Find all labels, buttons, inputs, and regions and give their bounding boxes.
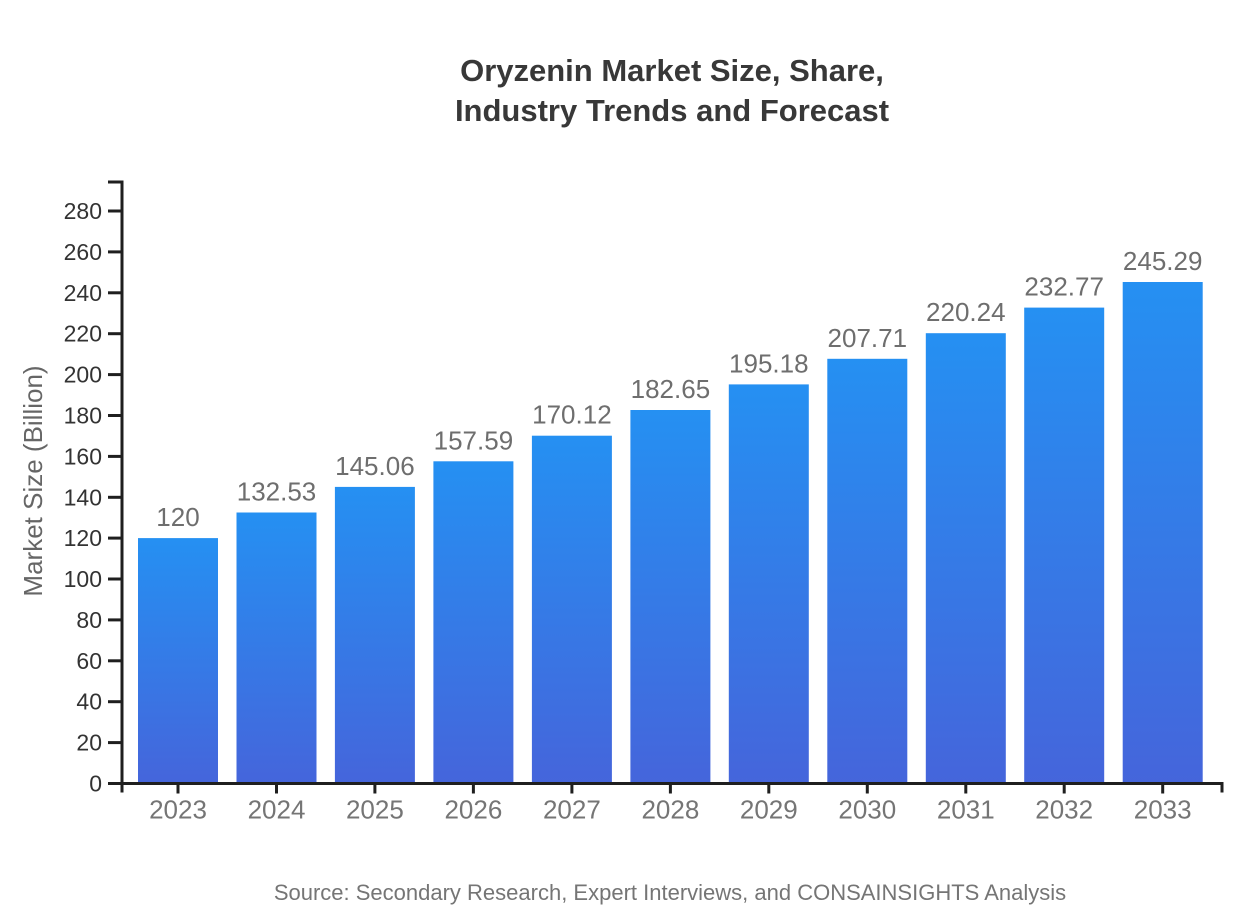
y-tick-label: 60 <box>76 648 102 674</box>
bar-value-label: 245.29 <box>1123 246 1203 276</box>
y-tick-label: 100 <box>64 566 102 592</box>
x-ticks-group: 2023 2024 2025 2026 2027 2028 2029 2030 2031 2032… <box>149 783 1192 825</box>
chart-title-line2: Industry Trends and Forecast <box>455 93 889 128</box>
bar-2031 <box>925 333 1006 784</box>
y-tick-label: 180 <box>64 403 102 429</box>
x-tick-label: 2028 <box>641 795 699 825</box>
y-tick-label: 20 <box>76 730 102 756</box>
y-tick-label: 40 <box>76 689 102 715</box>
y-tick-label: 260 <box>64 239 102 265</box>
bar-2028 <box>630 410 711 784</box>
y-axis-line <box>108 180 124 784</box>
x-tick-label: 2031 <box>937 795 995 825</box>
bar-value-label: 157.59 <box>434 425 514 455</box>
bar-2032 <box>1024 307 1105 784</box>
value-labels-group: 120 132.53 145.06 157.59 170.12 182.65 195.18 2… <box>156 246 1202 532</box>
bar-value-label: 120 <box>156 502 199 532</box>
y-tick-label: 240 <box>64 280 102 306</box>
bar-2024 <box>236 512 317 784</box>
bar-value-label: 182.65 <box>631 374 711 404</box>
bar-2033 <box>1122 282 1203 784</box>
y-tick-label: 0 <box>89 771 102 797</box>
y-tick-label: 120 <box>64 525 102 551</box>
y-tick-label: 220 <box>64 321 102 347</box>
x-tick-label: 2027 <box>543 795 601 825</box>
bar-value-label: 145.06 <box>335 451 415 481</box>
x-tick-label: 2026 <box>444 795 502 825</box>
x-tick-label: 2032 <box>1035 795 1093 825</box>
x-tick-label: 2030 <box>838 795 896 825</box>
y-tick-label: 80 <box>76 607 102 633</box>
y-tick-label: 160 <box>64 443 102 469</box>
y-axis-label: Market Size (Billion) <box>18 365 48 596</box>
y-tick-label: 140 <box>64 484 102 510</box>
bar-value-label: 132.53 <box>237 477 317 507</box>
y-tick-label: 280 <box>64 198 102 224</box>
x-tick-label: 2029 <box>740 795 798 825</box>
bar-2026 <box>433 461 514 784</box>
bars-group <box>138 282 1203 784</box>
bar-value-label: 170.12 <box>532 400 612 430</box>
x-axis-line <box>120 782 1224 793</box>
y-ticks-group: 0 20 40 60 80 100 120 140 160 180 200 220 240 260 280 <box>64 198 122 797</box>
bar-2023 <box>138 538 218 784</box>
y-tick-label: 200 <box>64 362 102 388</box>
bar-value-label: 195.18 <box>729 348 809 378</box>
bar-2025 <box>334 486 415 784</box>
bar-2027 <box>531 435 612 784</box>
bar-value-label: 232.77 <box>1024 272 1104 302</box>
axes-group <box>108 180 1224 793</box>
bar-2030 <box>827 358 908 784</box>
bar-2029 <box>728 384 809 784</box>
x-tick-label: 2025 <box>346 795 404 825</box>
source-text: Source: Secondary Research, Expert Inter… <box>274 880 1066 905</box>
bar-value-label: 220.24 <box>926 297 1006 327</box>
bar-value-label: 207.71 <box>828 323 908 353</box>
x-tick-label: 2024 <box>248 795 306 825</box>
x-tick-label: 2023 <box>149 795 207 825</box>
x-tick-label: 2033 <box>1134 795 1192 825</box>
chart-title-line1: Oryzenin Market Size, Share, <box>460 53 884 88</box>
